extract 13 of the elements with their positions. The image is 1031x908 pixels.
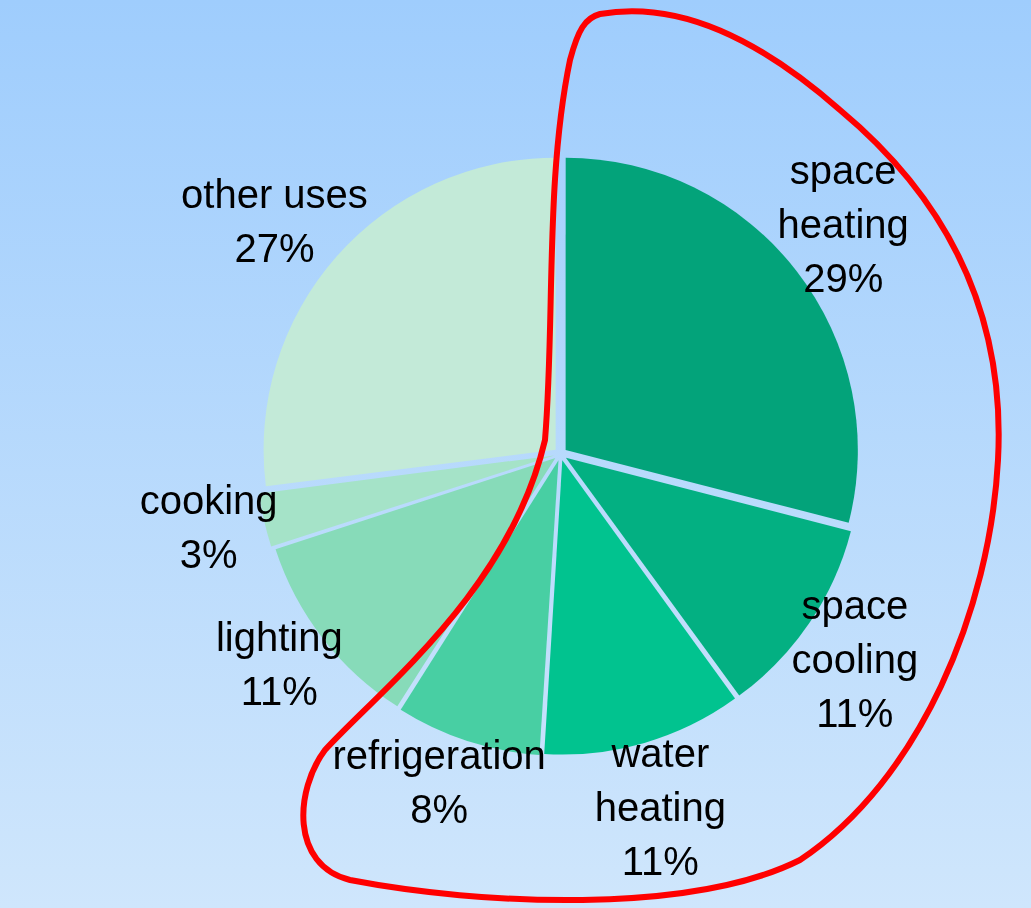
slice-label: cooking	[139, 477, 278, 522]
slice-label: other uses	[181, 171, 368, 216]
slice-label: lighting	[215, 615, 343, 660]
slice-label: refrigeration	[332, 732, 546, 777]
data-label: 11%	[621, 839, 699, 884]
data-label: 11%	[240, 669, 318, 714]
data-label: 29%	[803, 255, 884, 300]
data-label: 11%	[816, 691, 894, 736]
data-label: 27%	[234, 225, 315, 270]
slice-label: water heating	[594, 731, 726, 830]
slice-label: space heating	[777, 147, 909, 246]
data-label: 8%	[410, 786, 469, 831]
data-label: 3%	[179, 531, 238, 576]
